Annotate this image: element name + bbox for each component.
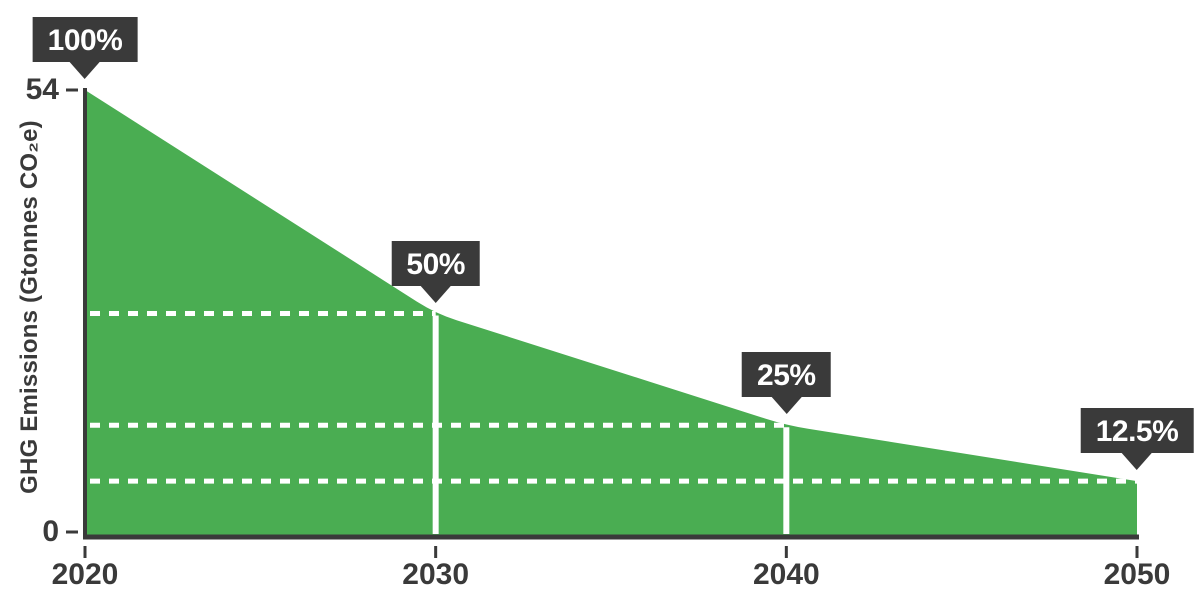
x-tick-label-2050: 2050 xyxy=(1103,558,1171,591)
x-tick-label-2020: 2020 xyxy=(51,558,119,591)
y-axis-title: GHG Emissions (Gtonnes CO₂e) xyxy=(16,120,43,494)
y-tick-label-0: 0 xyxy=(42,515,59,548)
callout-50pct: 50% xyxy=(391,240,480,303)
x-tick-label-2040: 2040 xyxy=(752,558,820,591)
callout-25pct: 25% xyxy=(742,352,831,415)
emissions-area xyxy=(85,90,1137,537)
x-tick-label-2030: 2030 xyxy=(402,558,470,591)
y-tick-label-54: 54 xyxy=(25,73,59,106)
callout-12-5pct: 12.5% xyxy=(1080,408,1194,471)
callout-100pct: 100% xyxy=(32,17,138,79)
